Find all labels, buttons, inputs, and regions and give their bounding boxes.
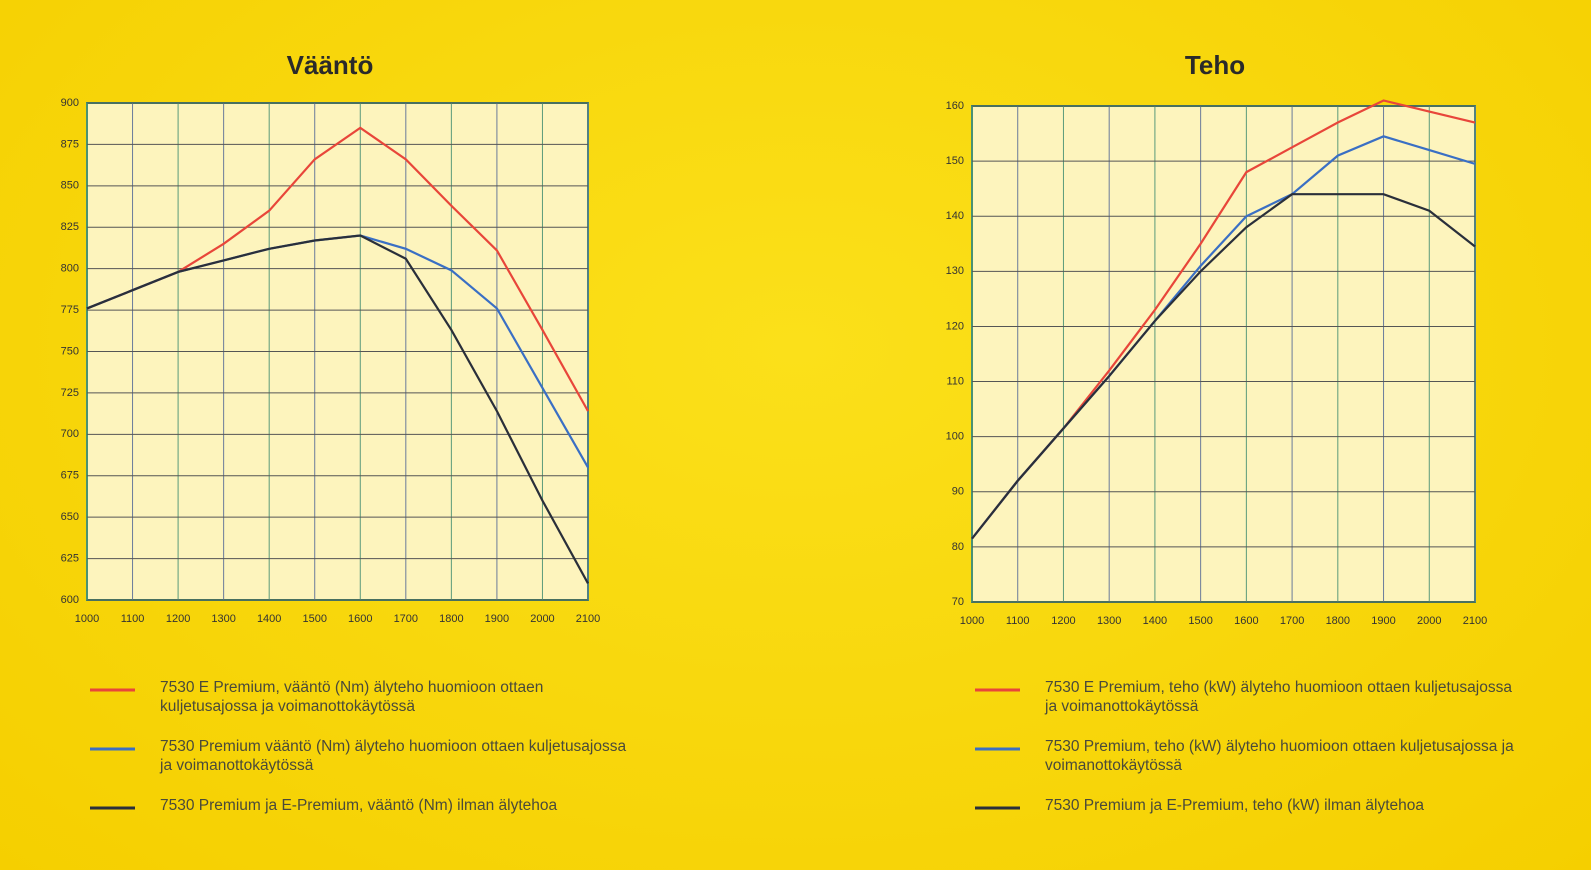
x-tick-label: 1400 <box>1143 615 1167 627</box>
chart-title: Teho <box>1185 50 1245 80</box>
x-tick-label: 1600 <box>348 613 372 625</box>
x-tick-label: 1600 <box>1234 615 1258 627</box>
y-tick-label: 110 <box>946 375 964 387</box>
y-tick-label: 600 <box>61 594 79 606</box>
x-tick-label: 1800 <box>1326 615 1350 627</box>
x-tick-label: 1300 <box>1097 615 1121 627</box>
legend-label: 7530 Premium vääntö (Nm) älyteho huomioo… <box>160 738 627 774</box>
y-tick-label: 80 <box>952 541 964 553</box>
y-tick-label: 775 <box>61 304 79 316</box>
x-tick-label: 2100 <box>1463 615 1487 627</box>
y-tick-label: 875 <box>61 138 79 150</box>
series-line <box>971 193 1476 540</box>
x-tick-label: 1800 <box>439 613 463 625</box>
legend-label: 7530 E Premium, vääntö (Nm) älyteho huom… <box>160 679 544 715</box>
x-tick-label: 1500 <box>302 613 326 625</box>
x-tick-label: 1700 <box>394 613 418 625</box>
legend-label: 7530 Premium ja E-Premium, vääntö (Nm) i… <box>160 797 558 814</box>
x-tick-label: 2000 <box>1417 615 1441 627</box>
series-line <box>86 234 589 584</box>
legend-label: 7530 E Premium, teho (kW) älyteho huomio… <box>1045 679 1512 715</box>
x-tick-label: 1900 <box>1371 615 1395 627</box>
legend-label: 7530 Premium ja E-Premium, teho (kW) ilm… <box>1045 797 1425 814</box>
y-tick-label: 140 <box>946 210 964 222</box>
chart-title: Vääntö <box>287 50 374 80</box>
y-tick-label: 900 <box>61 97 79 109</box>
y-tick-label: 825 <box>61 221 79 233</box>
y-tick-label: 70 <box>952 596 964 608</box>
legend-label: 7530 Premium, teho (kW) älyteho huomioon… <box>1045 738 1514 774</box>
y-tick-label: 160 <box>946 100 964 112</box>
x-tick-label: 2000 <box>530 613 554 625</box>
y-tick-label: 650 <box>61 511 79 523</box>
y-tick-label: 100 <box>946 431 964 443</box>
y-tick-label: 625 <box>61 552 79 564</box>
x-tick-label: 1400 <box>257 613 281 625</box>
y-tick-label: 130 <box>946 265 964 277</box>
y-tick-label: 90 <box>952 486 964 498</box>
x-tick-label: 1000 <box>960 615 984 627</box>
x-tick-label: 1100 <box>1006 615 1030 627</box>
y-tick-label: 675 <box>61 470 79 482</box>
y-tick-label: 750 <box>61 345 79 357</box>
x-tick-label: 1100 <box>121 613 145 625</box>
x-tick-label: 1700 <box>1280 615 1304 627</box>
plot-area <box>971 105 1476 603</box>
x-tick-label: 1000 <box>75 613 99 625</box>
x-tick-label: 1200 <box>166 613 190 625</box>
x-tick-label: 2100 <box>576 613 600 625</box>
y-tick-label: 150 <box>946 155 964 167</box>
x-tick-label: 1300 <box>211 613 235 625</box>
x-tick-label: 1500 <box>1188 615 1212 627</box>
x-tick-label: 1200 <box>1051 615 1075 627</box>
y-tick-label: 850 <box>61 180 79 192</box>
y-tick-label: 800 <box>61 263 79 275</box>
y-tick-label: 700 <box>61 428 79 440</box>
x-tick-label: 1900 <box>485 613 509 625</box>
y-tick-label: 725 <box>61 387 79 399</box>
y-tick-label: 120 <box>946 320 964 332</box>
